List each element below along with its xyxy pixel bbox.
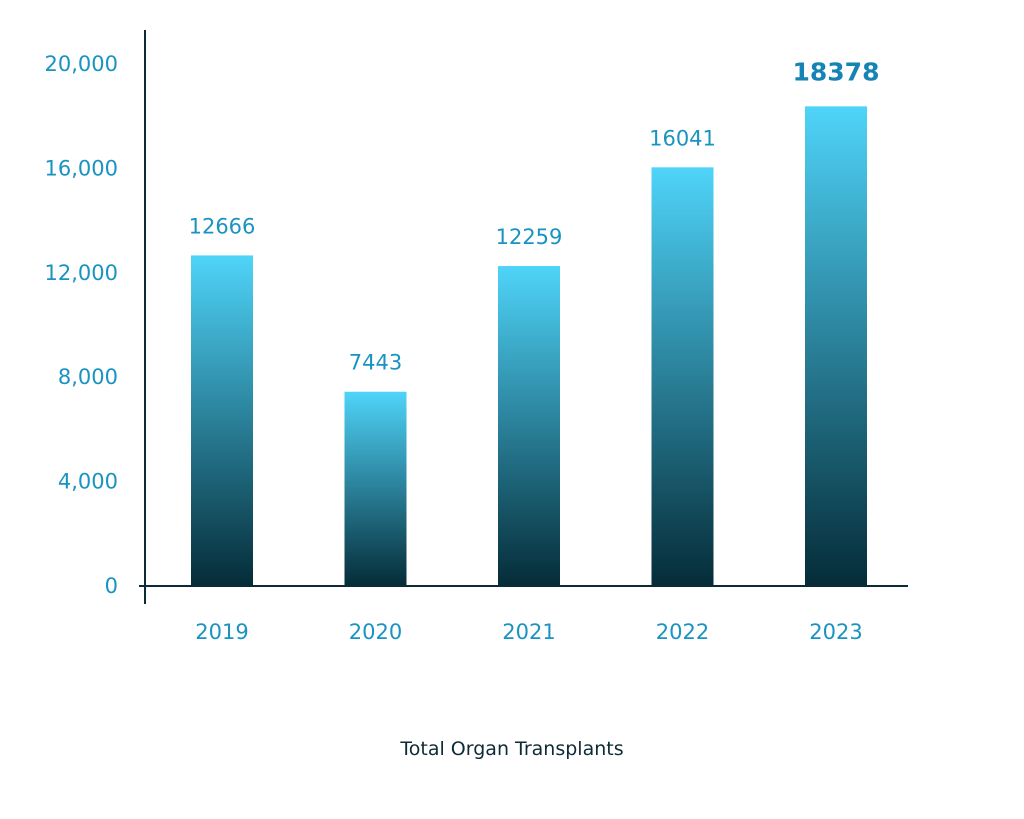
y-tick-label: 4,000 <box>58 470 118 494</box>
data-label-2022: 16041 <box>649 126 716 150</box>
x-axis-title: Total Organ Transplants <box>400 738 624 760</box>
bar-2019 <box>191 255 253 586</box>
y-tick-label: 8,000 <box>58 365 118 389</box>
x-tick-label-2023: 2023 <box>809 620 862 644</box>
data-label-2019: 12666 <box>189 214 256 238</box>
x-tick-label-2019: 2019 <box>195 620 248 644</box>
y-tick-label: 16,000 <box>45 156 118 180</box>
y-tick-label: 20,000 <box>45 52 118 76</box>
x-tick-label-2020: 2020 <box>349 620 402 644</box>
data-label-2021: 12259 <box>496 225 563 249</box>
bar-2022 <box>651 167 714 586</box>
bar-2020 <box>344 391 407 586</box>
y-tick-label: 0 <box>105 574 118 598</box>
data-label-2020: 7443 <box>349 351 402 375</box>
data-label-2023: 18378 <box>793 57 880 86</box>
x-tick-label-2021: 2021 <box>502 620 555 644</box>
bar-2021 <box>498 266 560 586</box>
bar-2023 <box>805 106 867 586</box>
y-tick-label: 12,000 <box>45 261 118 285</box>
x-tick-label-2022: 2022 <box>656 620 709 644</box>
